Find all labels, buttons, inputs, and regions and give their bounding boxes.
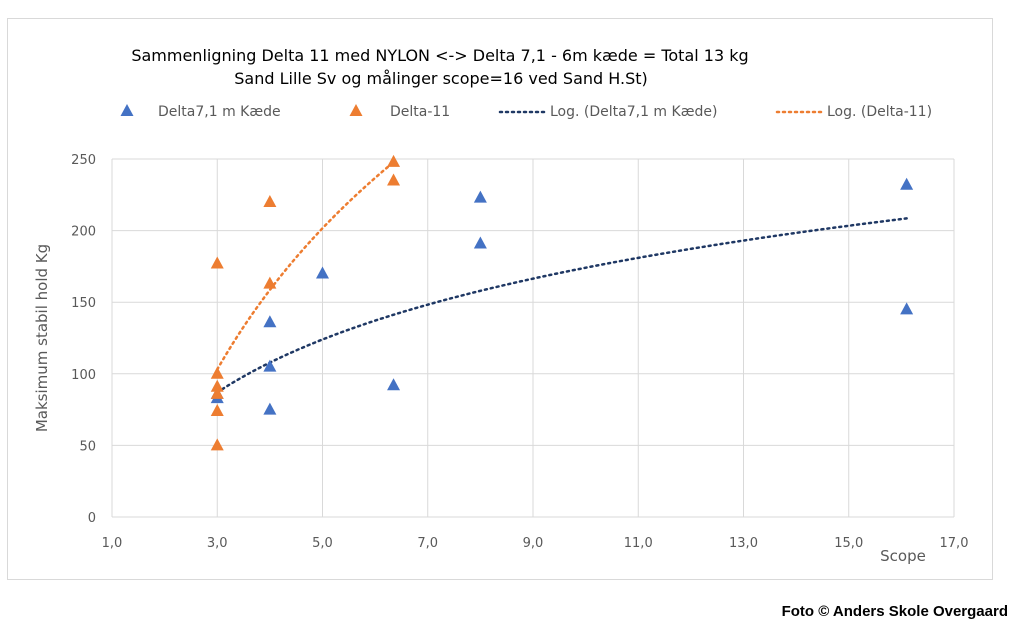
legend-label-series-0: Delta7,1 m Kæde xyxy=(158,104,281,120)
x-tick-label: 9,0 xyxy=(523,536,544,551)
data-point-series-0 xyxy=(263,359,277,372)
data-point-series-0 xyxy=(316,266,329,279)
x-tick-label: 7,0 xyxy=(417,536,438,551)
data-point-series-1 xyxy=(210,366,224,379)
data-point-series-1 xyxy=(263,276,277,289)
data-point-series-1 xyxy=(387,154,401,167)
y-tick-label: 250 xyxy=(71,153,96,168)
data-point-series-0 xyxy=(263,315,277,328)
y-tick-label: 200 xyxy=(71,225,96,240)
data-point-series-0 xyxy=(473,190,487,203)
legend-marker-series-0 xyxy=(120,104,134,116)
data-point-series-0 xyxy=(900,177,914,190)
data-point-series-0 xyxy=(387,378,401,391)
x-tick-label: 11,0 xyxy=(624,536,653,551)
data-point-series-1 xyxy=(210,386,224,399)
data-point-series-1 xyxy=(387,173,401,186)
photo-credit: Foto © Anders Skole Overgaard xyxy=(781,603,1008,620)
y-tick-label: 0 xyxy=(88,511,96,526)
x-axis-label: Scope xyxy=(880,547,926,565)
x-tick-label: 17,0 xyxy=(940,536,969,551)
x-tick-label: 5,0 xyxy=(312,536,333,551)
data-point-series-1 xyxy=(210,404,224,417)
data-point-series-0 xyxy=(473,236,487,249)
y-tick-label: 50 xyxy=(79,439,96,454)
trendline-0 xyxy=(216,217,908,394)
y-tick-label: 100 xyxy=(71,368,96,383)
legend-marker-series-1 xyxy=(349,104,363,116)
data-point-series-0 xyxy=(263,402,277,415)
data-point-series-1 xyxy=(263,194,277,207)
x-tick-label: 13,0 xyxy=(729,536,758,551)
trendline-1 xyxy=(216,160,395,371)
chart-frame xyxy=(7,18,993,580)
legend-label-trendline-0: Log. (Delta7,1 m Kæde) xyxy=(550,104,717,120)
legend-label-trendline-1: Log. (Delta-11) xyxy=(827,104,932,120)
chart-title-line-2: Sand Lille Sv og målinger scope=16 ved S… xyxy=(234,69,648,88)
x-tick-label: 15,0 xyxy=(834,536,863,551)
data-point-series-1 xyxy=(210,379,224,392)
x-tick-label: 1,0 xyxy=(102,536,123,551)
x-tick-label: 3,0 xyxy=(207,536,228,551)
y-tick-label: 150 xyxy=(71,296,96,311)
data-point-series-1 xyxy=(210,256,224,269)
data-point-series-0 xyxy=(900,302,914,315)
legend-label-series-1: Delta-11 xyxy=(390,104,450,120)
data-point-series-1 xyxy=(210,438,224,451)
chart-title-line-1: Sammenligning Delta 11 med NYLON <-> Del… xyxy=(131,46,748,65)
y-axis-label: Maksimum stabil hold Kg xyxy=(33,244,51,432)
